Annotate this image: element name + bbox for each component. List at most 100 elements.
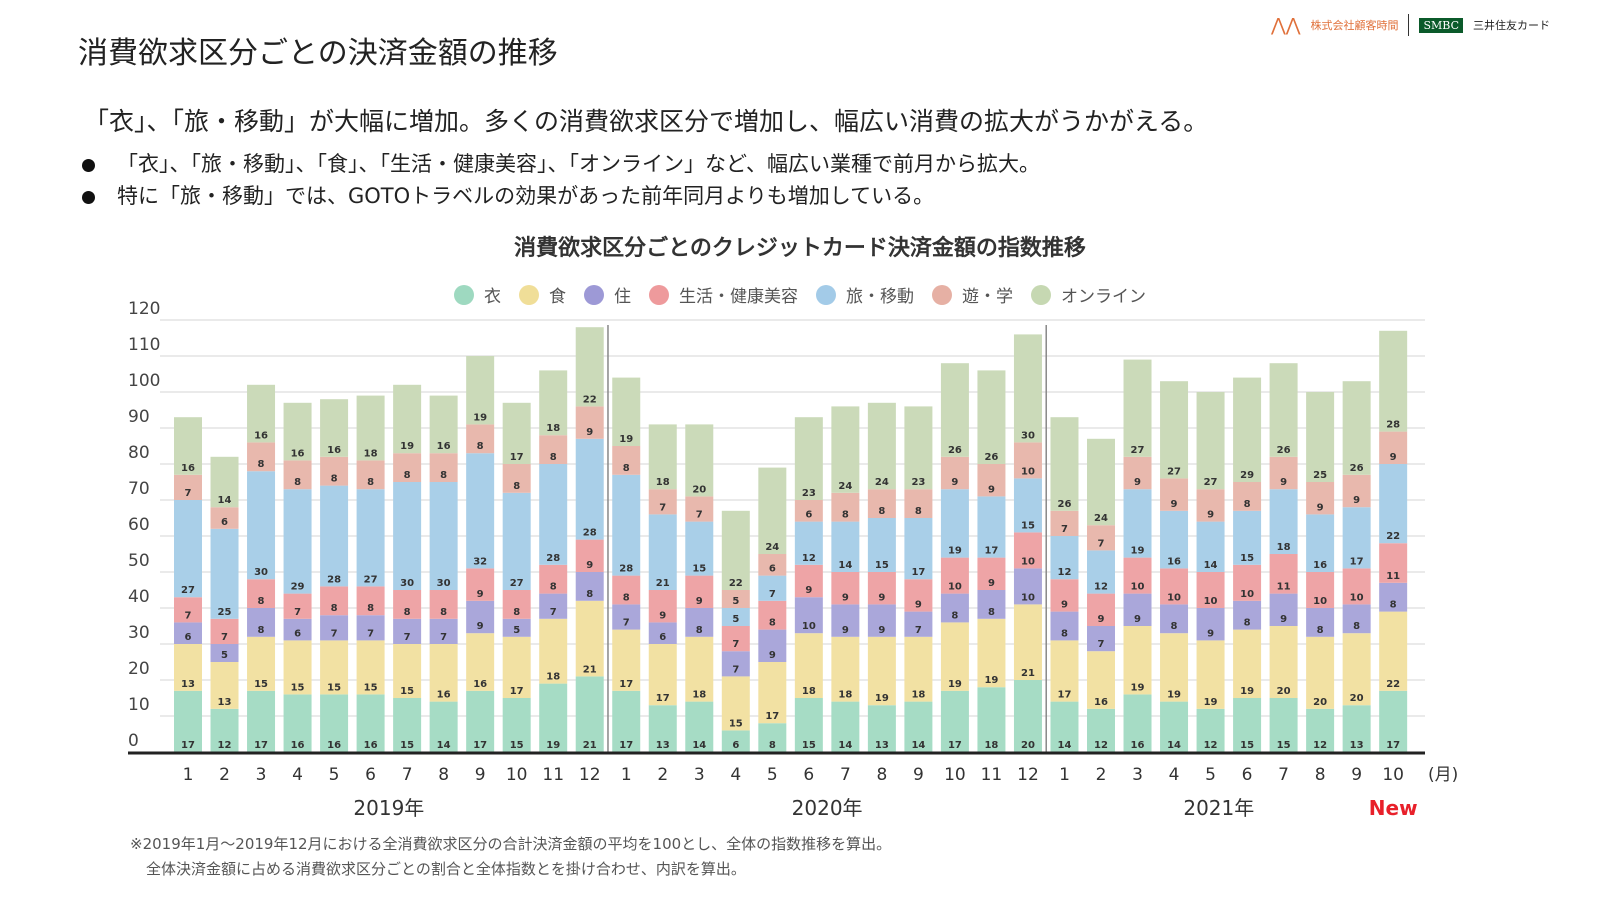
data-label: 19 <box>473 412 487 423</box>
bar-segment <box>429 482 458 590</box>
legend-swatch-icon <box>454 284 474 305</box>
bar-segment <box>539 370 568 436</box>
data-label: 8 <box>1244 618 1251 629</box>
data-label: 8 <box>367 603 374 614</box>
data-label: 20 <box>1350 693 1364 704</box>
data-label: 7 <box>404 632 411 643</box>
data-label: 29 <box>1240 470 1254 481</box>
bar-segment <box>356 586 385 616</box>
data-label: 27 <box>1204 477 1218 488</box>
data-label: 8 <box>331 474 338 485</box>
data-label: 8 <box>586 589 593 600</box>
legend-label: 旅・移動 <box>846 287 914 307</box>
data-label: 13 <box>181 679 195 690</box>
bar-segment <box>904 701 933 752</box>
chart-legend: 衣 食 住 生活・健康美容 旅・移動 遊・学 オンライン <box>0 282 1600 307</box>
legend-label: 衣 <box>484 287 501 307</box>
bar-segment <box>1123 626 1152 695</box>
bar-segment <box>539 564 568 594</box>
data-label: 22 <box>1386 531 1400 542</box>
legend-label: 生活・健康美容 <box>679 287 798 307</box>
data-label: 17 <box>619 740 633 751</box>
data-label: 19 <box>1240 686 1254 697</box>
data-label: 15 <box>1021 520 1035 531</box>
data-label: 9 <box>1317 502 1324 513</box>
bar-segment <box>1196 521 1225 572</box>
data-label: 8 <box>769 618 776 629</box>
data-label: 9 <box>659 610 666 621</box>
data-label: 19 <box>1167 690 1181 701</box>
data-label: 22 <box>1386 679 1400 690</box>
bar-segment <box>429 590 458 619</box>
bar-segment <box>1160 701 1189 752</box>
data-label: 15 <box>327 682 341 693</box>
bar-segment <box>539 464 568 565</box>
data-label: 6 <box>769 564 776 575</box>
bar-segment <box>904 611 933 637</box>
legend-item: 旅・移動 <box>816 282 914 307</box>
bar-segment <box>1196 392 1225 490</box>
data-label: 16 <box>1094 697 1108 708</box>
data-label: 22 <box>729 578 743 589</box>
x-tick-label: 4 <box>1169 765 1180 785</box>
bar-segment <box>320 615 349 641</box>
bar-segment <box>1050 417 1079 511</box>
data-label: 18 <box>546 672 560 683</box>
bar-segment <box>502 698 531 752</box>
bar-segment <box>977 496 1006 558</box>
smbc-logo: SMBC <box>1419 17 1463 33</box>
data-label: 8 <box>878 506 885 517</box>
data-label: 9 <box>1171 499 1178 510</box>
bar-segment <box>1196 572 1225 608</box>
data-label: 7 <box>1098 538 1105 549</box>
data-label: 30 <box>400 578 414 589</box>
legend-item: オンライン <box>1031 282 1146 307</box>
data-label: 19 <box>984 675 998 686</box>
bar-segment <box>283 593 312 619</box>
data-label: 15 <box>254 679 268 690</box>
data-label: 7 <box>185 610 192 621</box>
legend-item: 食 <box>519 282 566 307</box>
data-label: 8 <box>1244 499 1251 510</box>
data-label: 7 <box>623 618 630 629</box>
bar-segment <box>1233 482 1262 511</box>
data-label: 14 <box>437 740 451 751</box>
bar-segment <box>794 564 823 598</box>
bar-segment <box>575 539 604 572</box>
data-label: 8 <box>550 452 557 463</box>
bar-segment <box>685 424 714 497</box>
data-label: 16 <box>1167 556 1181 567</box>
data-label: 8 <box>440 470 447 481</box>
bar-segment <box>283 694 312 752</box>
y-tick-label: 120 <box>128 299 160 319</box>
bar-segment <box>393 644 422 698</box>
bar-segment <box>356 395 385 461</box>
bar-segment <box>1379 611 1408 691</box>
data-label: 18 <box>656 477 670 488</box>
bar-segment <box>247 471 276 580</box>
data-label: 19 <box>948 679 962 690</box>
data-label: 28 <box>583 528 597 539</box>
bar-segment <box>174 644 202 691</box>
bar-segment <box>867 604 896 637</box>
bar-segment <box>393 453 422 482</box>
x-tick-label: 6 <box>365 765 376 785</box>
data-label: 10 <box>1313 596 1327 607</box>
data-label: 12 <box>1094 740 1108 751</box>
bar-segment <box>721 626 750 652</box>
data-label: 27 <box>510 578 524 589</box>
bar-segment <box>356 460 385 490</box>
bar-segment <box>758 575 787 601</box>
bar-segment <box>502 618 531 637</box>
data-label: 16 <box>327 740 341 751</box>
bar-segment <box>940 690 969 752</box>
data-label: 27 <box>1131 445 1145 456</box>
data-label: 8 <box>623 463 630 474</box>
data-label: 17 <box>510 452 524 463</box>
data-label: 12 <box>1094 582 1108 593</box>
bar-segment <box>648 622 677 644</box>
year-label: 2019年 <box>353 796 424 820</box>
data-label: 27 <box>1167 466 1181 477</box>
data-label: 8 <box>696 625 703 636</box>
data-label: 15 <box>510 740 524 751</box>
